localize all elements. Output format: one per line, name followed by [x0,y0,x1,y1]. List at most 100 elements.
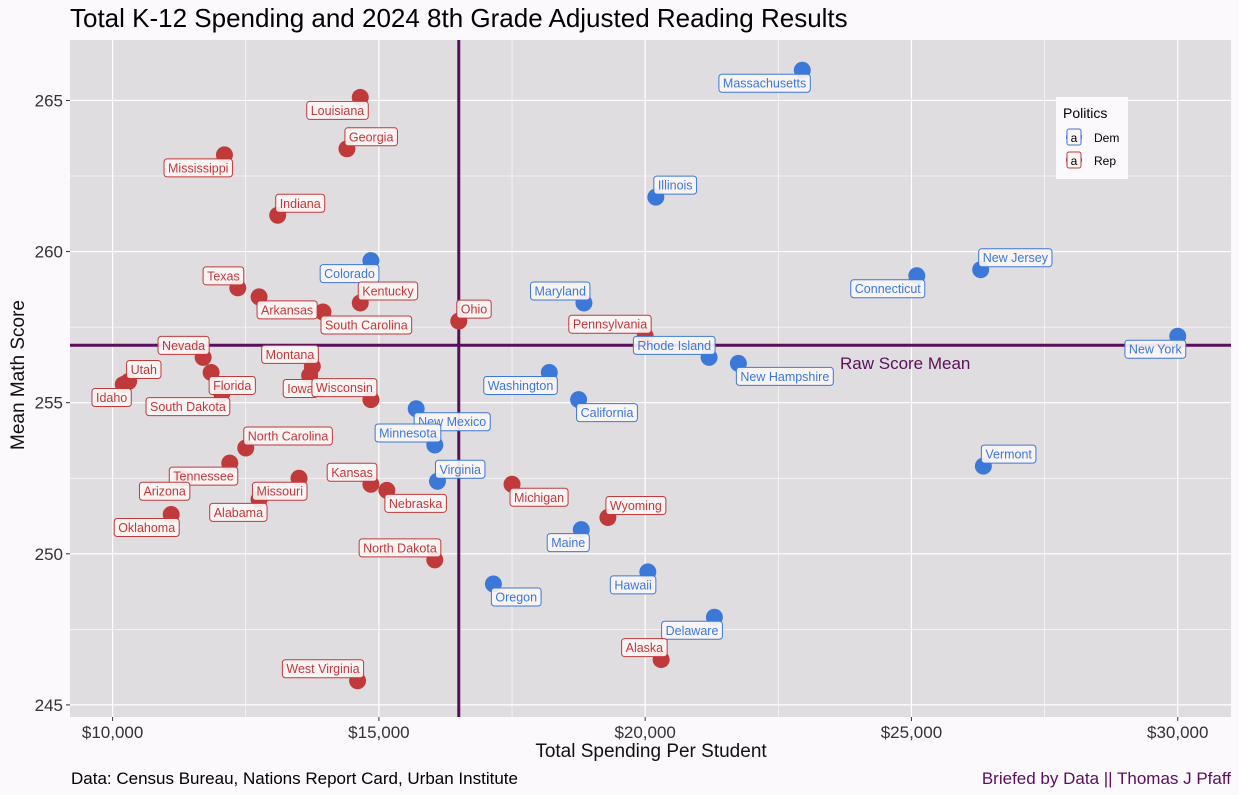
label-new-jersey: New Jersey [978,248,1053,268]
svg-text:Illinois: Illinois [658,179,693,193]
label-montana: Montana [261,344,319,364]
grid-lines [70,40,1231,717]
label-california: California [576,403,638,423]
svg-text:New York: New York [1129,343,1183,357]
svg-text:Washington: Washington [488,379,554,393]
label-new-york: New York [1124,339,1187,359]
label-north-carolina: North Carolina [243,426,333,446]
svg-text:Montana: Montana [266,348,315,362]
label-virginia: Virginia [434,459,486,479]
label-minnesota: Minnesota [374,423,442,443]
svg-text:Hawaii: Hawaii [614,578,652,592]
x-tick-label: $20,000 [614,723,675,742]
label-utah: Utah [126,360,162,380]
y-tick-label: 250 [35,545,63,564]
svg-text:Colorado: Colorado [324,267,375,281]
svg-text:West Virginia: West Virginia [286,662,359,676]
x-axis-title: Total Spending Per Student [535,741,767,762]
svg-text:a: a [1071,131,1078,145]
label-wisconsin: Wisconsin [311,378,378,398]
svg-text:Vermont: Vermont [985,448,1032,462]
label-colorado: Colorado [319,264,380,284]
label-texas: Texas [202,266,245,286]
x-tick-label: $30,000 [1147,723,1208,742]
y-tick-label: 255 [35,394,63,413]
label-wyoming: Wyoming [605,496,667,516]
legend-label-dem: Dem [1094,131,1119,145]
svg-text:Michigan: Michigan [514,491,564,505]
mean-label: Raw Score Mean [840,354,970,373]
svg-text:Missouri: Missouri [256,485,303,499]
svg-text:Tennessee: Tennessee [173,470,234,484]
label-indiana: Indiana [275,193,326,213]
label-missouri: Missouri [251,481,308,501]
label-kentucky: Kentucky [357,281,419,301]
label-illinois: Illinois [653,175,698,195]
svg-text:Wisconsin: Wisconsin [316,381,373,395]
svg-text:Virginia: Virginia [439,463,481,477]
label-maine: Maine [546,533,590,553]
svg-text:North Dakota: North Dakota [363,541,437,555]
label-south-dakota: South Dakota [145,397,231,417]
svg-text:New Hampshire: New Hampshire [740,370,829,384]
svg-text:Indiana: Indiana [280,197,321,211]
svg-text:South Dakota: South Dakota [150,400,226,414]
svg-text:Ohio: Ohio [461,303,487,317]
svg-text:Arizona: Arizona [143,485,185,499]
label-louisiana: Louisiana [306,100,369,120]
label-maryland: Maryland [530,281,591,301]
svg-text:Texas: Texas [207,269,240,283]
svg-text:Oklahoma: Oklahoma [118,521,175,535]
label-alabama: Alabama [209,502,268,522]
legend: Politics a Dem a Rep [1056,97,1128,179]
svg-text:Alaska: Alaska [626,641,664,655]
y-tick-label: 245 [35,696,63,715]
legend-label-rep: Rep [1094,154,1116,168]
label-new-hampshire: New Hampshire [735,366,834,386]
label-kansas: Kansas [326,462,378,482]
svg-text:Utah: Utah [131,363,157,377]
label-hawaii: Hawaii [609,575,657,595]
label-ohio: Ohio [456,299,492,319]
axes: $10,000 $15,000 $20,000 $25,000 $30,000 245 25… [35,91,1209,742]
svg-text:Maryland: Maryland [535,284,586,298]
svg-text:a: a [1071,154,1078,168]
svg-text:Rhode Island: Rhode Island [637,339,711,353]
y-tick-label: 265 [35,91,63,110]
svg-text:Wyoming: Wyoming [610,499,662,513]
label-washington: Washington [483,375,558,395]
label-south-carolina: South Carolina [320,315,413,335]
data-source-caption: Data: Census Bureau, Nations Report Card… [71,769,518,788]
label-rhode-island: Rhode Island [632,335,716,355]
label-tennessee: Tennessee [168,466,239,486]
y-axis-title: Mean Math Score [8,300,29,450]
svg-text:Nevada: Nevada [162,339,205,353]
x-tick-label: $15,000 [348,723,409,742]
label-alaska: Alaska [621,638,668,658]
label-pennsylvania: Pennsylvania [568,314,652,334]
x-tick-label: $10,000 [82,723,143,742]
label-north-dakota: North Dakota [358,538,442,558]
svg-text:California: California [581,406,634,420]
svg-text:Louisiana: Louisiana [311,104,365,118]
svg-text:Iowa: Iowa [287,382,313,396]
label-georgia: Georgia [344,127,398,147]
svg-text:Oregon: Oregon [495,591,537,605]
label-oklahoma: Oklahoma [113,518,180,538]
label-mississippi: Mississippi [163,158,233,178]
label-delaware: Delaware [661,620,723,640]
label-arkansas: Arkansas [256,300,318,320]
label-vermont: Vermont [980,444,1037,464]
svg-text:Delaware: Delaware [666,624,719,638]
svg-text:Georgia: Georgia [349,130,394,144]
svg-text:Pennsylvania: Pennsylvania [573,318,647,332]
svg-text:Nebraska: Nebraska [389,497,443,511]
svg-text:Kentucky: Kentucky [362,284,414,298]
label-idaho: Idaho [91,388,132,408]
label-massachusetts: Massachusetts [718,73,811,93]
svg-text:North Carolina: North Carolina [248,430,329,444]
label-west-virginia: West Virginia [281,659,365,679]
plot-panel [70,40,1231,717]
x-tick-label: $25,000 [881,723,942,742]
svg-text:Minnesota: Minnesota [379,426,437,440]
